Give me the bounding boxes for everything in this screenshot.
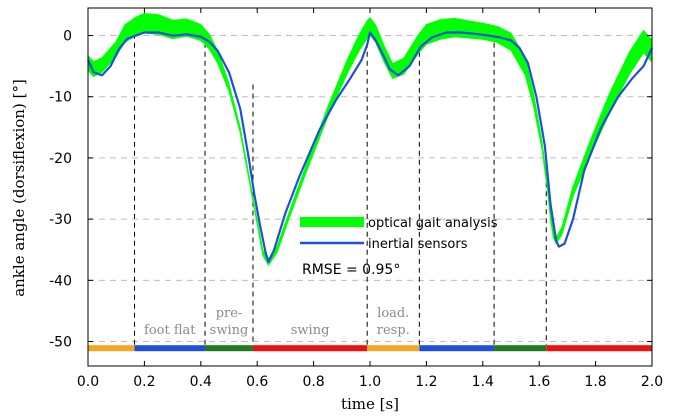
y-axis-label: ankle angle (dorsiflexion) [°]: [10, 79, 28, 297]
phase-segment-7: [546, 345, 652, 352]
grid-lines: [88, 35, 652, 343]
x-tick-label-1: 0.2: [133, 374, 155, 390]
x-axis-label: time [s]: [341, 395, 399, 413]
legend: optical gait analysis inertial sensors R…: [300, 216, 498, 278]
y-tick-label-0: 0: [63, 29, 72, 45]
phase-bar: [88, 345, 652, 352]
phase-segment-5: [419, 345, 495, 352]
y-tick-label-1: -10: [49, 90, 72, 106]
phase-label-2-0: pre-: [216, 306, 243, 321]
axis-ticks: 0.0 0.2 0.4 0.6 0.8 1.0 1.2 1.4 1.6 1.8 2.0 0 -10 -20…: [49, 8, 663, 390]
y-tick-label-3: -30: [49, 212, 72, 228]
legend-swatch-optical: [300, 217, 364, 227]
x-tick-label-10: 2.0: [641, 374, 663, 390]
phase-label-4-0: load.: [377, 306, 409, 321]
phase-segment-1: [134, 345, 206, 352]
x-tick-label-3: 0.6: [246, 374, 268, 390]
phase-segment-3: [252, 345, 368, 352]
x-tick-label-7: 1.4: [472, 374, 494, 390]
series-inertial-line: [87, 31, 653, 264]
plot-frame: [87, 7, 653, 367]
y-tick-label-4: -40: [49, 273, 72, 289]
y-tick-label-2: -20: [49, 151, 72, 167]
x-tick-label-2: 0.4: [190, 374, 212, 390]
inertial-line: [87, 31, 653, 264]
phase-labels: foot flat pre-swing swing load. resp.: [144, 306, 410, 338]
phase-label-3-0: swing: [291, 323, 330, 338]
x-tick-label-9: 1.8: [584, 374, 606, 390]
legend-label-optical: optical gait analysis: [368, 216, 498, 231]
phase-label-2-1: swing: [210, 323, 249, 338]
x-tick-label-8: 1.6: [528, 374, 550, 390]
phase-divider-lines: [134, 33, 547, 346]
phase-segment-2: [205, 345, 253, 352]
x-tick-label-0: 0.0: [77, 374, 99, 390]
phase-segment-0: [88, 345, 135, 352]
x-tick-label-4: 0.8: [302, 374, 324, 390]
phase-label-4-1: resp.: [377, 323, 410, 338]
legend-label-inertial: inertial sensors: [368, 237, 468, 252]
x-tick-label-6: 1.2: [415, 374, 437, 390]
phase-segment-6: [494, 345, 547, 352]
y-tick-label-5: -50: [49, 335, 72, 351]
x-tick-label-5: 1.0: [359, 374, 381, 390]
phase-label-1-0: foot flat: [144, 323, 196, 338]
rmse-annotation: RMSE = 0.95°: [302, 262, 400, 278]
phase-segment-4: [367, 345, 420, 352]
